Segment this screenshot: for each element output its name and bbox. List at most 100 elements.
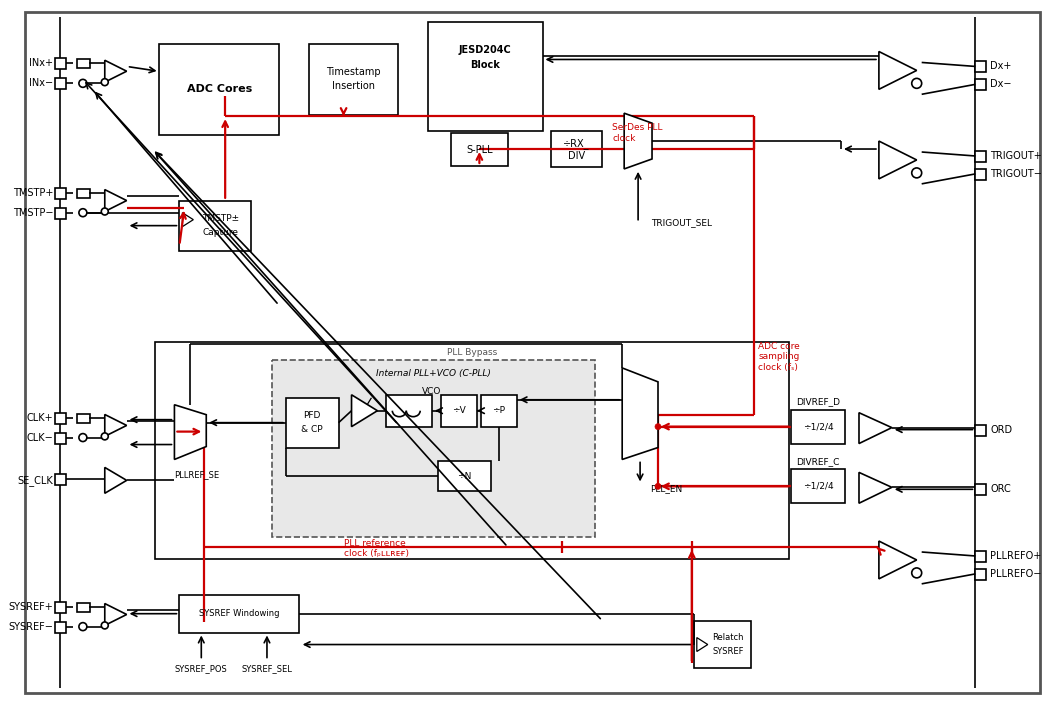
Text: DIVREF_D: DIVREF_D	[796, 397, 840, 406]
Text: SYSREF Windowing: SYSREF Windowing	[199, 609, 279, 618]
Bar	[55, 474, 66, 485]
Text: ÷1/2/4: ÷1/2/4	[803, 482, 834, 491]
Circle shape	[912, 78, 922, 88]
Circle shape	[79, 209, 87, 216]
Circle shape	[101, 208, 108, 215]
Polygon shape	[183, 213, 193, 226]
Text: Dx−: Dx−	[990, 80, 1012, 90]
Text: DIVREF_C: DIVREF_C	[797, 457, 840, 466]
Bar	[180, 595, 299, 632]
Bar	[55, 412, 66, 424]
Circle shape	[79, 80, 87, 87]
Text: INx−: INx−	[29, 78, 53, 88]
Polygon shape	[859, 472, 892, 503]
Text: Timestamp: Timestamp	[327, 68, 381, 78]
Text: PLLREFO−: PLLREFO−	[990, 569, 1042, 579]
Bar	[693, 620, 750, 668]
Text: S-PLL: S-PLL	[466, 145, 493, 154]
Bar	[976, 61, 986, 73]
Text: & CP: & CP	[301, 425, 323, 434]
Bar	[976, 484, 986, 496]
Bar	[309, 44, 398, 115]
Bar	[976, 424, 986, 436]
Bar	[976, 151, 986, 162]
Text: PFD: PFD	[303, 411, 321, 420]
Bar	[272, 360, 595, 537]
Bar	[441, 395, 477, 427]
Bar	[55, 78, 66, 90]
Polygon shape	[623, 368, 659, 460]
Polygon shape	[859, 412, 892, 443]
Text: Capture: Capture	[202, 228, 238, 237]
Polygon shape	[105, 603, 127, 625]
Text: CLK+: CLK+	[26, 412, 53, 423]
Text: PLL Bypass: PLL Bypass	[447, 348, 497, 357]
Circle shape	[101, 79, 108, 85]
Bar	[160, 44, 279, 135]
Text: VCO: VCO	[422, 387, 441, 396]
Text: ORD: ORD	[990, 424, 1013, 434]
Bar	[428, 22, 542, 131]
Text: ÷N: ÷N	[458, 472, 471, 481]
Bar	[55, 59, 66, 69]
Text: ÷V: ÷V	[452, 406, 466, 415]
Bar	[438, 462, 490, 491]
Bar	[55, 208, 66, 219]
Bar	[55, 433, 66, 443]
Circle shape	[655, 484, 661, 489]
Text: TRIGOUT_SEL: TRIGOUT_SEL	[651, 218, 712, 227]
Text: SYSREF_POS: SYSREF_POS	[174, 664, 227, 673]
Text: Dx+: Dx+	[990, 61, 1012, 71]
Text: Block: Block	[470, 61, 500, 70]
Bar	[976, 569, 986, 580]
Bar	[551, 131, 602, 167]
Bar	[77, 414, 90, 423]
Bar	[792, 470, 845, 503]
Circle shape	[79, 623, 87, 630]
Text: Insertion: Insertion	[332, 81, 375, 92]
Bar	[792, 410, 845, 443]
Bar	[77, 603, 90, 612]
Bar	[976, 551, 986, 562]
Polygon shape	[105, 60, 127, 82]
Text: SYSREF−: SYSREF−	[8, 622, 53, 632]
Text: DIV: DIV	[568, 151, 585, 161]
Polygon shape	[105, 415, 127, 436]
Text: TMSTP−: TMSTP−	[13, 208, 53, 218]
Text: SYSREF: SYSREF	[712, 647, 744, 656]
Text: ÷RX_: ÷RX_	[563, 137, 590, 149]
Polygon shape	[878, 141, 916, 179]
Text: ORC: ORC	[990, 484, 1012, 494]
Bar	[285, 398, 338, 448]
Bar	[154, 342, 790, 559]
Text: SerDes PLL
clock: SerDes PLL clock	[612, 123, 663, 142]
Bar	[387, 395, 432, 427]
Text: SYSREF+: SYSREF+	[8, 602, 53, 612]
Text: ADC Cores: ADC Cores	[187, 85, 252, 94]
Text: Relatch: Relatch	[712, 633, 744, 642]
Bar	[55, 602, 66, 613]
Circle shape	[101, 622, 108, 629]
Text: PLLREFO+: PLLREFO+	[990, 551, 1041, 561]
Polygon shape	[174, 405, 206, 460]
Circle shape	[79, 434, 87, 441]
Bar	[976, 80, 986, 90]
Bar	[976, 169, 986, 180]
Polygon shape	[697, 637, 708, 651]
Text: ADC core
sampling
clock (fₛ): ADC core sampling clock (fₛ)	[759, 342, 800, 372]
Polygon shape	[105, 467, 127, 493]
Polygon shape	[352, 395, 377, 427]
Polygon shape	[625, 114, 652, 169]
Text: PLL reference
clock (fₚʟʟʀᴇғ): PLL reference clock (fₚʟʟʀᴇғ)	[344, 539, 409, 558]
Text: TRIGOUT−: TRIGOUT−	[990, 169, 1042, 179]
Circle shape	[912, 568, 922, 578]
Text: SYSREF_SEL: SYSREF_SEL	[241, 664, 293, 673]
Circle shape	[101, 433, 108, 440]
Bar	[481, 395, 517, 427]
Text: CLK−: CLK−	[26, 433, 53, 443]
Circle shape	[912, 168, 922, 178]
Text: TMSTP+: TMSTP+	[13, 188, 53, 198]
Text: PLL_EN: PLL_EN	[650, 484, 682, 493]
Polygon shape	[878, 541, 916, 579]
Text: Internal PLL+VCO (C-PLL): Internal PLL+VCO (C-PLL)	[376, 369, 492, 379]
